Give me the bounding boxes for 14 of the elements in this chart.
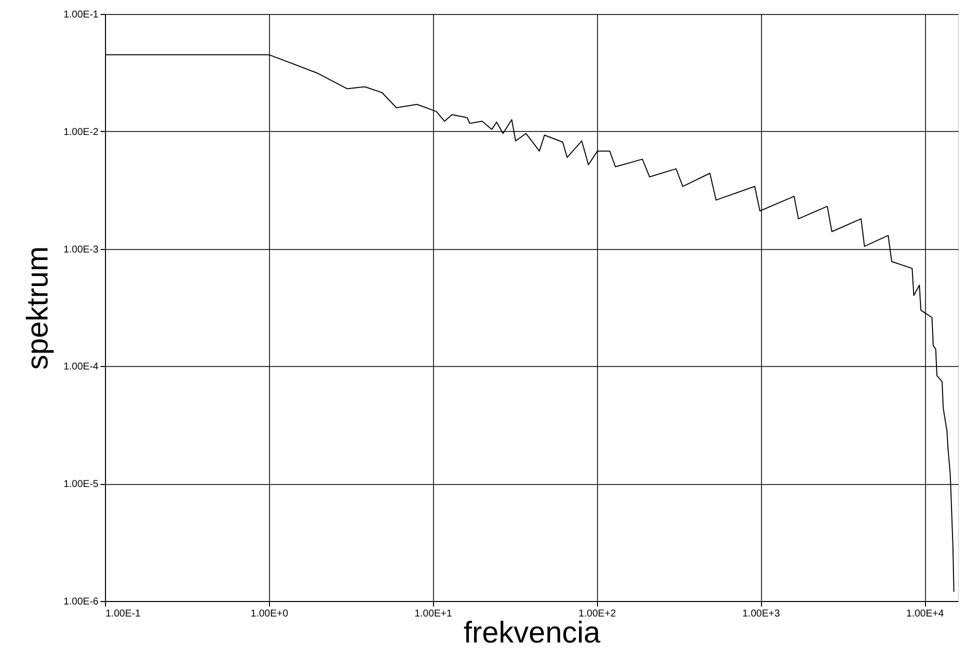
x-axis-title: frekvencia (464, 616, 601, 650)
y-tick-label: 1.00E-3 (63, 244, 99, 256)
y-tick-label: 1.00E-2 (63, 126, 99, 138)
y-tick-label: 1.00E-5 (63, 479, 99, 490)
x-tick-label: 1.00E+1 (414, 608, 453, 620)
y-tick-label: 1.00E-6 (63, 596, 99, 608)
x-tick-label: 1.00E-1 (106, 608, 141, 620)
y-axis-title: spektrum (21, 246, 54, 370)
y-tick-label: 1.00E-4 (63, 362, 99, 373)
x-tick-label: 1.00E+0 (250, 608, 289, 620)
x-tick-label: 1.00E+2 (578, 608, 616, 620)
x-tick-label: 1.00E+4 (906, 608, 944, 620)
y-tick-label: 1.00E-1 (63, 10, 99, 20)
x-tick-label: 1.00E+3 (742, 608, 780, 620)
